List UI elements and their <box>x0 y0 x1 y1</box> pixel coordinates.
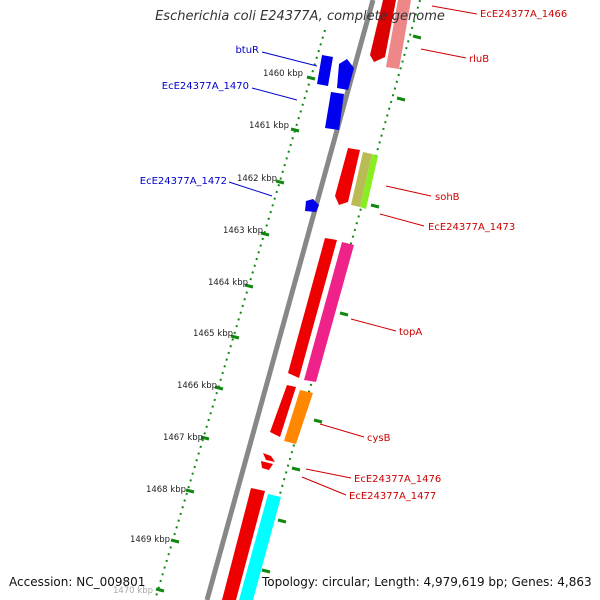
leader-cysB <box>319 423 365 438</box>
ticks <box>155 34 422 593</box>
leader-EcE24377A_1472 <box>228 181 273 197</box>
gene-EcE24377A_1466-arrow <box>370 0 396 62</box>
accession-label: Accession: NC_009801 <box>9 575 146 589</box>
gene-label-EcE24377A_1466: EcE24377A_1466 <box>480 9 567 20</box>
tick-label: 1469 kbp <box>130 535 170 545</box>
tick-label: 1467 kbp <box>163 433 203 443</box>
leader-btuR <box>261 51 318 67</box>
gene-EcE24377A_1473-arrow-a <box>351 152 372 207</box>
tick-label: 1468 kbp <box>146 485 186 495</box>
gene-label-topA: topA <box>399 327 422 338</box>
gene-cysB-arrow-inner <box>270 385 296 437</box>
map-title: Escherichia coli E24377A, complete genom… <box>155 9 445 24</box>
gene-label-EcE24377A_1476: EcE24377A_1476 <box>354 474 441 485</box>
gene-rluB-arrow <box>386 0 411 69</box>
gene-label-sohB: sohB <box>435 192 460 203</box>
gene-label-rluB: rluB <box>469 54 489 65</box>
tick-label: 1466 kbp <box>177 381 217 391</box>
leader-EcE24377A_1473 <box>379 213 425 227</box>
leader-EcE24377A_1477 <box>301 476 347 496</box>
leader-topA <box>350 318 397 332</box>
gene-lower-red-arrow <box>222 488 265 600</box>
leader-sohB <box>385 185 432 197</box>
gene-EcE24377A_1473-arrow-b <box>360 154 378 209</box>
leader-rluB <box>420 48 467 59</box>
tick-label: 1460 kbp <box>263 69 303 79</box>
tick-label: 1461 kbp <box>249 121 289 131</box>
gene-label-EcE24377A_1473: EcE24377A_1473 <box>428 222 515 233</box>
tick-label: 1465 kbp <box>193 329 233 339</box>
gene-EcE24377A_1477-arrow <box>261 461 273 470</box>
gene-lower-cyan-arrow <box>239 494 281 600</box>
gene-cysB-arrow <box>284 390 313 444</box>
gene-EcE24377A_1470-arrow-b <box>325 92 344 130</box>
gene-label-cysB: cysB <box>367 433 391 444</box>
leader-EcE24377A_1466 <box>431 5 478 15</box>
gene-topA-arrow-inner <box>288 238 337 378</box>
gene-EcE24377A_1472-arrow <box>305 199 319 212</box>
gene-btuR-arrow <box>317 55 333 86</box>
gene-label-btuR: btuR <box>235 45 259 56</box>
tick-label: 1462 kbp <box>237 174 277 184</box>
tick-label: 1463 kbp <box>223 226 263 236</box>
inner-tick-ring <box>154 29 326 600</box>
leader-EcE24377A_1476 <box>305 468 352 479</box>
leader-EcE24377A_1470 <box>251 87 298 101</box>
gene-label-EcE24377A_1477: EcE24377A_1477 <box>349 491 436 502</box>
genome-backbone <box>204 0 376 600</box>
gene-label-EcE24377A_1470: EcE24377A_1470 <box>162 81 249 92</box>
genome-summary: Topology: circular; Length: 4,979,619 bp… <box>262 575 592 589</box>
tick-label: 1464 kbp <box>208 278 248 288</box>
gene-EcE24377A_1476-arrow <box>263 453 275 462</box>
gene-EcE24377A_1470-arrow-a <box>337 59 354 90</box>
gene-sohB-arrow <box>335 148 360 205</box>
tick-label: 1470 kbp <box>113 586 153 596</box>
gene-label-EcE24377A_1472: EcE24377A_1472 <box>140 176 227 187</box>
gene-topA-arrow <box>304 242 354 382</box>
